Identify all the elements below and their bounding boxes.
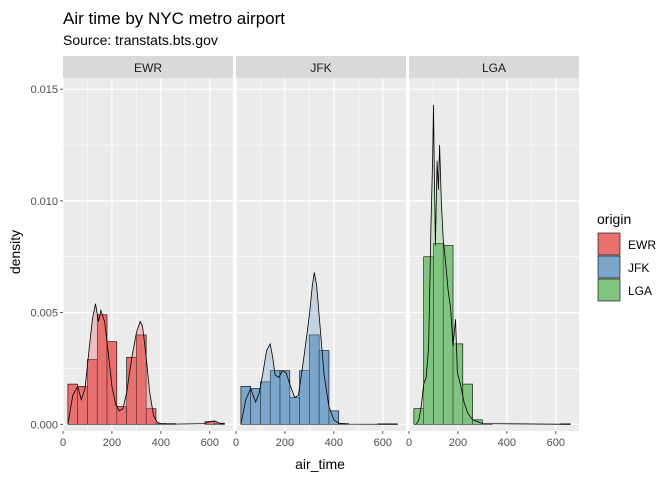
legend-key-lga <box>597 278 621 302</box>
x-tick-label: 400 <box>152 437 170 449</box>
x-tick-label: 200 <box>103 437 121 449</box>
y-axis-label: density <box>7 230 23 274</box>
strip-background <box>409 56 579 78</box>
x-tick-label: 200 <box>276 437 294 449</box>
x-tick-label: 600 <box>547 437 565 449</box>
y-tick-label: 0.005 <box>30 308 58 320</box>
x-axis-label: air_time <box>295 456 345 472</box>
density-area-lga <box>416 104 571 425</box>
x-tick-label: 600 <box>201 437 219 449</box>
legend-label-lga: LGA <box>628 284 652 298</box>
x-tick-label: 0 <box>60 437 66 449</box>
hist-bar-ewr <box>145 408 157 425</box>
x-tick-label: 400 <box>325 437 343 449</box>
density-curve-ewr <box>67 303 225 425</box>
panel-lga: LGA 0 200 400 600 <box>406 56 579 449</box>
y-tick-label: 0.010 <box>30 196 58 208</box>
chart-title: Air time by NYC metro airport <box>63 9 285 28</box>
density-area-ewr <box>67 303 225 425</box>
legend: origin EWR JFK LGA <box>597 211 656 302</box>
density-curve-jfk <box>240 272 398 425</box>
strip-label-lga: LGA <box>482 61 506 75</box>
hist-bar-jfk <box>328 410 340 425</box>
legend-label-ewr: EWR <box>628 238 656 252</box>
x-tick-label: 0 <box>233 437 239 449</box>
x-tick-label: 200 <box>449 437 467 449</box>
hist-bar-lga <box>442 245 454 425</box>
facet-panels: EWR 0 200 400 600 JFK 0 200 400 600 LGA 0 200 400 600 <box>60 56 579 449</box>
y-tick-label: 0.015 <box>30 84 58 96</box>
y-tick-label: 0.000 <box>30 419 58 431</box>
y-axis: 0.000 0.005 0.010 0.015 <box>30 84 63 431</box>
strip-label-ewr: EWR <box>134 61 162 75</box>
hist-bar-jfk <box>318 350 330 425</box>
x-tick-label: 400 <box>498 437 516 449</box>
x-tick-label: 600 <box>374 437 392 449</box>
x-tick-label: 0 <box>406 437 412 449</box>
panel-jfk: JFK 0 200 400 600 <box>233 56 406 449</box>
legend-key-ewr <box>597 232 621 256</box>
legend-title: origin <box>597 211 631 227</box>
hist-bar-ewr <box>136 334 147 425</box>
strip-background <box>63 56 233 78</box>
chart-subtitle: Source: transtats.bts.gov <box>63 32 218 48</box>
density-curve-lga <box>415 104 571 425</box>
hist-bar-lga <box>462 383 473 425</box>
legend-key-jfk <box>597 255 621 279</box>
strip-background <box>236 56 406 78</box>
strip-label-jfk: JFK <box>310 61 331 75</box>
panel-ewr: EWR 0 200 400 600 <box>60 56 233 449</box>
density-area-jfk <box>240 272 398 425</box>
legend-label-jfk: JFK <box>628 261 649 275</box>
